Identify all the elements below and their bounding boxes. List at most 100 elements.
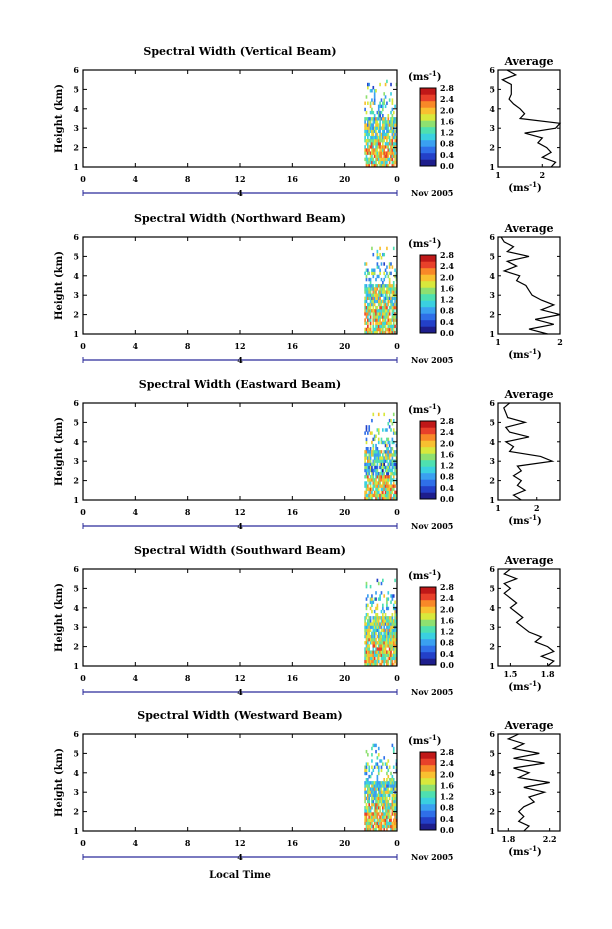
data-cell xyxy=(383,324,386,329)
plot-frame xyxy=(82,733,398,832)
data-cell xyxy=(377,787,380,791)
data-cell xyxy=(392,487,395,491)
data-cell xyxy=(391,625,394,629)
data-cell xyxy=(382,628,384,633)
data-cell xyxy=(390,330,392,335)
data-cell xyxy=(388,815,391,819)
data-cell xyxy=(390,781,392,785)
data-cell xyxy=(379,104,381,109)
colorbar-segment xyxy=(420,88,436,95)
data-cell xyxy=(367,163,369,168)
data-cell xyxy=(367,487,369,491)
data-cell xyxy=(390,637,392,642)
data-cell xyxy=(379,296,381,301)
data-cell xyxy=(388,778,391,782)
data-cell xyxy=(375,132,377,137)
data-cell xyxy=(390,148,392,152)
data-cell xyxy=(364,493,366,498)
data-cell xyxy=(384,95,387,99)
data-cell xyxy=(376,656,379,661)
data-cell xyxy=(390,120,392,124)
data-cell xyxy=(390,428,392,432)
data-cell xyxy=(388,440,391,445)
data-cell xyxy=(373,818,376,822)
data-cell xyxy=(367,619,369,623)
data-cell xyxy=(377,746,380,751)
data-cell xyxy=(391,802,394,807)
data-cell xyxy=(380,496,383,501)
data-cell xyxy=(375,613,377,617)
data-cell xyxy=(383,644,386,648)
data-cell xyxy=(369,641,372,645)
data-cell xyxy=(364,631,366,636)
data-cell xyxy=(373,609,376,614)
data-cell xyxy=(367,462,369,467)
data-cell xyxy=(372,330,375,335)
data-cell xyxy=(388,135,391,140)
profile-x-label: (ms-1) xyxy=(508,679,541,693)
colorbar-tick-label: 1.2 xyxy=(440,295,454,305)
data-cell xyxy=(376,151,379,155)
data-cell xyxy=(371,824,373,829)
data-cell xyxy=(369,634,372,639)
data-cell xyxy=(379,799,381,804)
data-cell xyxy=(367,268,369,272)
colorbar-segment xyxy=(420,146,436,154)
data-cell xyxy=(367,447,369,451)
data-cell xyxy=(383,812,386,816)
data-cell xyxy=(367,145,369,149)
colorbar-segment xyxy=(420,294,436,301)
data-cell xyxy=(379,135,381,140)
data-cell xyxy=(365,493,368,498)
data-cell xyxy=(384,305,387,310)
data-cell xyxy=(376,145,379,149)
data-cell xyxy=(376,799,379,804)
data-cell xyxy=(383,637,386,642)
data-cell xyxy=(384,799,387,804)
data-cell xyxy=(392,431,395,435)
y-tick-label: 1 xyxy=(73,162,79,172)
colorbar-segment xyxy=(420,765,436,772)
data-cell xyxy=(368,628,371,633)
data-cell xyxy=(369,312,372,316)
data-cell xyxy=(368,157,371,162)
data-cell xyxy=(390,644,392,648)
data-cell xyxy=(365,309,368,313)
data-cell xyxy=(382,613,384,617)
data-cell xyxy=(365,95,368,99)
data-cell xyxy=(367,478,369,482)
data-cell xyxy=(386,129,388,134)
data-cell xyxy=(388,443,391,448)
data-cell xyxy=(373,478,376,482)
data-cell xyxy=(364,650,366,654)
data-cell xyxy=(394,148,396,152)
profile-title: Average xyxy=(503,55,553,68)
colorbar-segment xyxy=(420,645,436,653)
data-cell xyxy=(367,330,369,335)
data-cell xyxy=(391,120,394,124)
data-cell xyxy=(379,496,381,501)
profile-x-tick-label: 1.8 xyxy=(541,669,555,679)
data-cell xyxy=(384,496,387,501)
data-cell xyxy=(375,443,377,448)
data-cell xyxy=(386,644,388,648)
data-cell xyxy=(380,440,383,445)
data-cell xyxy=(371,487,373,491)
data-cell xyxy=(380,148,383,152)
data-cell xyxy=(387,117,390,121)
data-cell xyxy=(369,117,372,121)
data-cell xyxy=(376,774,379,779)
data-cell xyxy=(382,647,384,651)
data-cell xyxy=(382,815,384,819)
x-tick-label: 16 xyxy=(287,341,299,351)
data-cell xyxy=(364,815,366,819)
data-cell xyxy=(368,120,371,124)
data-cell xyxy=(383,616,386,620)
data-cell xyxy=(382,606,384,611)
data-cell xyxy=(376,287,379,291)
data-cell xyxy=(367,603,369,608)
data-cell xyxy=(376,315,379,319)
data-cell xyxy=(377,771,380,776)
data-cell xyxy=(365,284,368,288)
data-cell xyxy=(384,634,387,639)
